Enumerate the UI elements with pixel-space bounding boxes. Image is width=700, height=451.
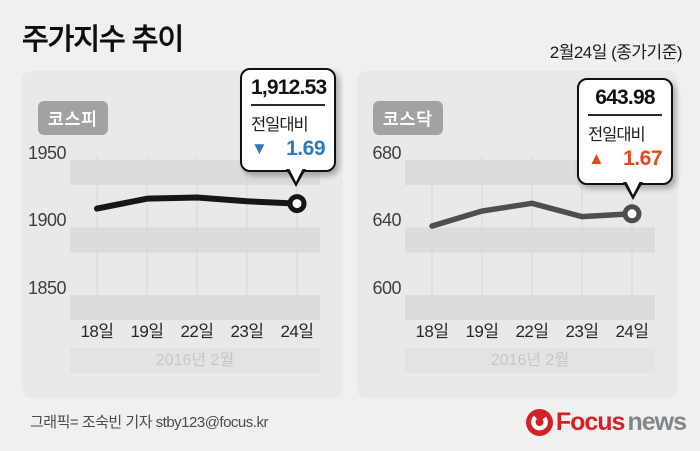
kospi-panel: 코스피 1950 1900 1850 18일 19일 22일 23일 24일 2… xyxy=(22,68,343,398)
focus-swirl-icon xyxy=(525,409,553,436)
graphic-credit: 그래픽= 조숙빈 기자 stby123@focus.kr xyxy=(30,414,268,431)
kospi-close-value: 1,912.53 xyxy=(251,76,327,99)
down-triangle-icon: ▼ xyxy=(251,139,268,158)
kospi-change-row: ▼ 1.69 xyxy=(251,137,325,161)
kospi-callout: 1,912.53 전일대비 ▼ 1.69 xyxy=(240,68,336,187)
kosdaq-period-label: 2016년 2월 xyxy=(405,348,655,373)
date-note: 2월24일 (종가기준) xyxy=(549,43,683,62)
kosdaq-x-label: 23일 xyxy=(565,322,599,341)
kosdaq-change-value: 1.67 xyxy=(623,147,662,170)
kosdaq-y-tick-600: 600 xyxy=(372,278,401,298)
kospi-x-label: 23일 xyxy=(230,322,264,341)
kosdaq-x-label: 24일 xyxy=(615,322,649,341)
kosdaq-y-tick-640: 640 xyxy=(372,210,401,230)
kosdaq-change-row: ▲ 1.67 xyxy=(588,147,662,171)
kospi-period-label: 2016년 2월 xyxy=(70,348,320,373)
kospi-x-label: 18일 xyxy=(80,322,114,341)
up-triangle-icon: ▲ xyxy=(588,149,605,168)
kospi-line-chart xyxy=(70,157,320,320)
kosdaq-panel: 코스닥 680 640 600 18일 19일 22일 23일 24일 2016… xyxy=(357,71,678,398)
focus-news-logo: Focus news xyxy=(525,408,687,437)
logo-suffix-text: news xyxy=(627,408,687,436)
kosdaq-badge: 코스닥 xyxy=(373,101,443,135)
kospi-compare-label: 전일대비 xyxy=(251,116,309,134)
kosdaq-x-label: 19일 xyxy=(465,322,499,341)
callout-divider xyxy=(251,104,325,106)
kosdaq-close-value: 643.98 xyxy=(595,86,655,109)
callout-divider xyxy=(588,114,662,116)
kosdaq-y-tick-680: 680 xyxy=(372,143,401,163)
kospi-badge: 코스피 xyxy=(38,101,108,135)
kosdaq-compare-label: 전일대비 xyxy=(588,126,646,144)
kosdaq-callout: 643.98 전일대비 ▲ 1.67 xyxy=(577,78,673,200)
kosdaq-x-label: 22일 xyxy=(515,322,549,341)
page-title: 주가지수 추이 xyxy=(22,24,184,56)
kospi-x-label: 19일 xyxy=(130,322,164,341)
logo-brand-text: Focus xyxy=(555,408,626,436)
kosdaq-x-label: 18일 xyxy=(415,322,449,341)
kospi-x-label: 22일 xyxy=(180,322,214,341)
kospi-y-tick-1900: 1900 xyxy=(27,210,67,230)
kospi-change-value: 1.69 xyxy=(286,137,325,160)
kospi-y-tick-1850: 1850 xyxy=(27,278,67,298)
kospi-y-tick-1950: 1950 xyxy=(27,143,67,163)
kospi-x-label: 24일 xyxy=(280,322,314,341)
